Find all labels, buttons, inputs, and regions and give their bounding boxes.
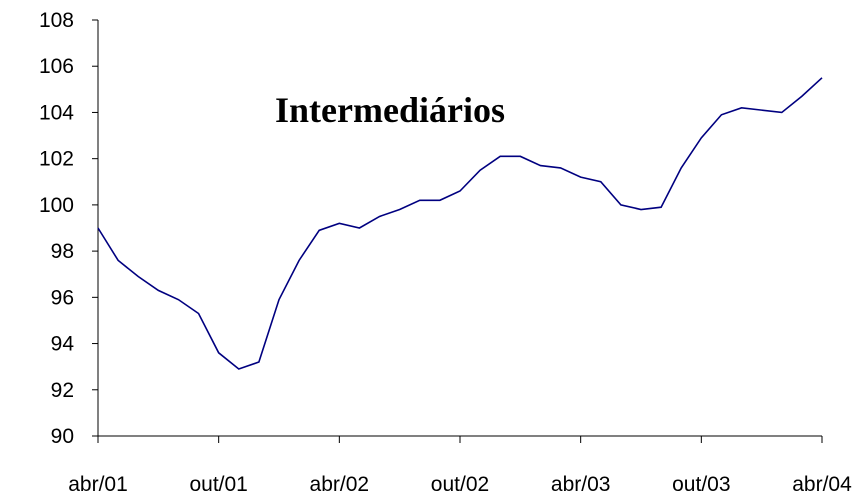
x-tick-label: out/01: [189, 473, 247, 496]
x-tick-label: out/03: [672, 473, 730, 496]
y-tick-label: 100: [39, 194, 74, 217]
y-tick-label: 106: [39, 55, 74, 78]
y-tick-label: 96: [51, 286, 74, 309]
x-tick-label: abr/03: [551, 473, 611, 496]
y-tick-label: 98: [51, 240, 74, 263]
series-line: [97, 77, 823, 370]
y-tick-label: 92: [51, 379, 74, 402]
y-tick-label: 104: [39, 101, 74, 124]
x-tick-label: abr/01: [68, 473, 128, 496]
y-tick-label: 94: [51, 333, 75, 356]
x-tick-label: out/02: [431, 473, 489, 496]
x-tick-label: abr/04: [792, 473, 852, 496]
y-tick-label: 90: [51, 425, 74, 448]
y-tick-label: 102: [39, 148, 74, 171]
chart-title: Intermediários: [275, 90, 505, 130]
x-tick-label: abr/02: [310, 473, 370, 496]
y-tick-label: 108: [39, 9, 74, 32]
